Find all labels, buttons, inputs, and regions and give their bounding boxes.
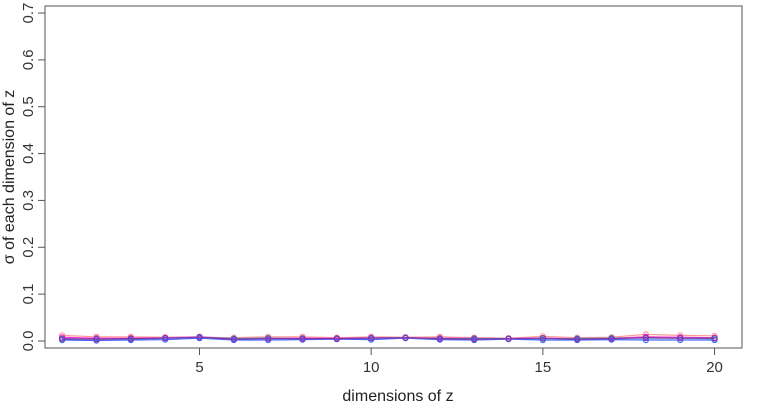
series-5-point-19 (677, 335, 684, 342)
x-tick-label-10: 10 (363, 359, 380, 376)
series-5-point-15 (539, 335, 547, 342)
series-5-point-18 (642, 334, 650, 341)
series-4-point-19 (677, 336, 684, 344)
series-5-point-8 (299, 335, 306, 342)
y-tick-label-0.0: 0.0 (20, 331, 37, 352)
y-tick-label-0.6: 0.6 (20, 49, 37, 70)
series-5-point-11 (402, 334, 409, 341)
y-axis-label: σ of each dimension of z (1, 90, 18, 264)
series-5-point-20 (711, 335, 718, 342)
series-4-point-15 (539, 336, 547, 344)
series-5-point-12 (436, 335, 444, 342)
series-5-point-2 (93, 335, 100, 343)
series-5-point-16 (574, 335, 581, 343)
plot-frame (44, 5, 743, 349)
x-axis-label: dimensions of z (342, 388, 453, 405)
x-tick-label-15: 15 (535, 359, 552, 376)
x-axis: 5 10 15 20 (195, 348, 723, 376)
series-5-point-7 (265, 335, 272, 342)
y-tick-label-0.2: 0.2 (20, 237, 37, 258)
series-5-point-10 (368, 335, 375, 342)
series-5-point-1 (59, 335, 66, 342)
x-tick-label-20: 20 (706, 359, 723, 376)
y-tick-label-0.4: 0.4 (20, 143, 37, 164)
series-5-point-6 (230, 335, 237, 343)
y-axis: 0.0 0.1 0.2 0.3 0.4 0.5 0.6 0.7 (20, 3, 45, 352)
y-tick-label-0.5: 0.5 (20, 96, 37, 117)
y-tick-label-0.1: 0.1 (20, 284, 37, 305)
series-5-line (62, 336, 715, 340)
y-tick-label-0.7: 0.7 (20, 3, 37, 24)
series-4-line (62, 337, 715, 342)
series-5-point-14 (505, 335, 512, 342)
y-tick-label-0.3: 0.3 (20, 190, 37, 211)
series-5-point-4 (162, 335, 169, 342)
series-5-point-13 (471, 335, 478, 343)
series-1-point-20 (711, 332, 718, 339)
series-5-point-9 (333, 335, 340, 342)
series-5-point-17 (608, 335, 615, 342)
x-tick-label-5: 5 (195, 359, 203, 376)
series-5-point-3 (127, 335, 134, 342)
series-4-point-20 (711, 336, 718, 344)
series-5-point-5 (196, 334, 203, 341)
series-layer (59, 331, 718, 344)
series-5 (59, 334, 718, 343)
